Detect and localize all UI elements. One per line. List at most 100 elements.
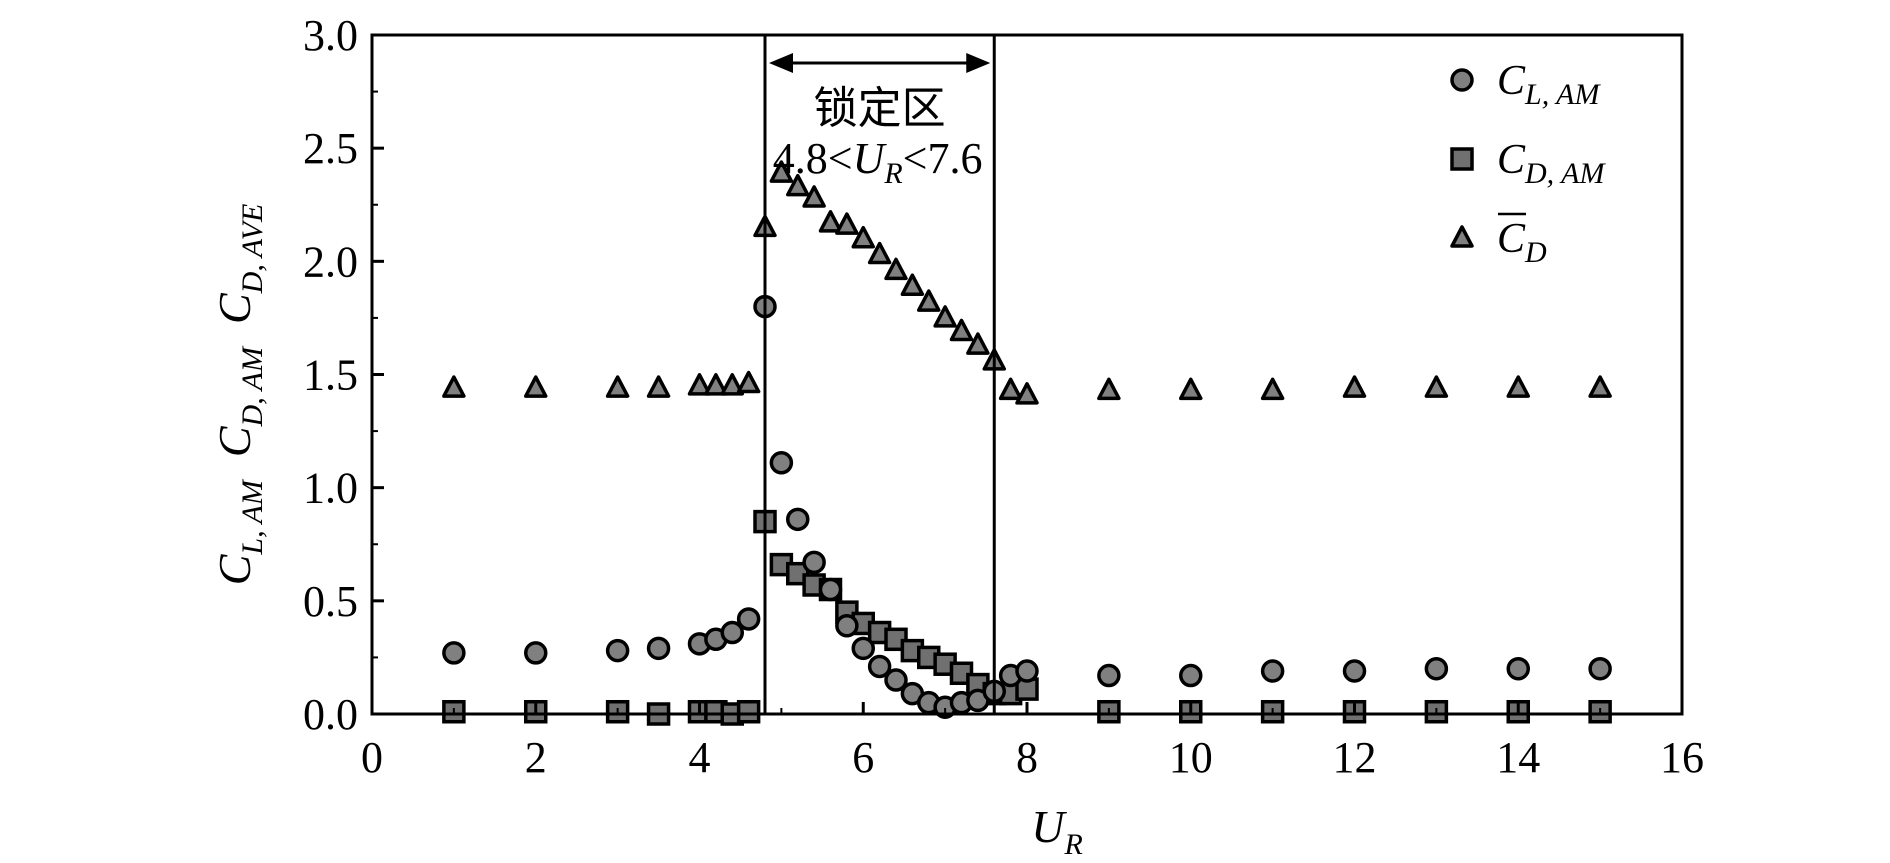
lock-in-arrow-right-head [966, 53, 991, 73]
lock-in-range-label: 4.8<UR<7.6 [773, 134, 983, 190]
data-point-triangle [867, 241, 892, 265]
y-axis-label-gap [221, 457, 272, 480]
lock-in-range-suffix: <7.6 [903, 134, 983, 183]
y-tick-label: 1.5 [303, 351, 358, 400]
legend-entry-sub: L, AM [1524, 78, 1601, 111]
x-tick-label: 12 [1333, 733, 1377, 782]
data-point-circle [769, 451, 794, 475]
legend-entry-main: C [1497, 58, 1526, 104]
lock-in-range-prefix: 4.8< [773, 134, 853, 183]
data-point-circle [851, 636, 875, 661]
y-tick-label: 3.0 [303, 11, 358, 60]
x-tick-label: 0 [361, 733, 383, 782]
data-point-triangle [786, 173, 810, 197]
x-tick-label: 10 [1169, 733, 1213, 782]
data-point-triangle [949, 318, 974, 342]
y-axis-label-main: C [209, 553, 260, 585]
plot-frame [370, 33, 1684, 716]
data-point-circle [524, 641, 548, 665]
legend-entry-label: CD, AM [1497, 137, 1606, 190]
data-point-square [736, 699, 761, 724]
data-point-circle [818, 577, 843, 602]
plot-layer [442, 160, 1612, 726]
data-point-circle [1588, 656, 1612, 681]
series-triangle [442, 160, 1612, 405]
data-point-triangle [835, 212, 859, 235]
data-point-circle [1179, 663, 1203, 688]
x-tick-label: 4 [689, 733, 711, 782]
data-point-circle [1424, 656, 1449, 681]
y-tick-label: 1.0 [303, 464, 358, 513]
data-point-circle [1506, 656, 1530, 681]
y-tick-label: 2.5 [303, 124, 358, 173]
data-point-triangle [1179, 377, 1203, 401]
data-point-triangle [524, 375, 548, 398]
y-axis-label-gap [221, 324, 272, 347]
data-point-circle [720, 620, 744, 645]
data-point-circle [442, 641, 466, 665]
data-point-triangle [704, 373, 728, 396]
y-tick-label: 0.0 [303, 690, 358, 739]
data-point-triangle [646, 375, 671, 398]
legend-marker-triangle [1450, 225, 1474, 248]
data-point-triangle [1097, 377, 1121, 401]
data-point-triangle [917, 289, 941, 312]
data-point-circle [802, 550, 826, 575]
data-point-circle [884, 668, 908, 692]
data-point-triangle [1260, 377, 1285, 401]
legend-entry-label: CD [1497, 216, 1547, 269]
data-point-triangle [998, 377, 1023, 401]
data-point-circle [1260, 659, 1285, 683]
data-point-circle [835, 613, 859, 638]
data-point-triangle [720, 373, 744, 396]
data-point-triangle [605, 375, 630, 398]
data-point-triangle [851, 225, 875, 249]
legend-entry-label: CL, AM [1497, 58, 1601, 111]
legend-entry-main: C [1497, 137, 1526, 183]
series-circle [442, 294, 1612, 719]
y-axis-label-sub: D, AM [236, 345, 269, 427]
y-axis-label-sub: D, AVE [236, 204, 269, 295]
data-point-circle [1342, 659, 1367, 683]
y-axis-label-main: C [209, 292, 260, 324]
data-point-triangle [966, 332, 990, 355]
data-point-triangle [802, 185, 826, 208]
data-point-triangle [769, 160, 794, 183]
data-point-circle [1015, 659, 1039, 683]
data-point-circle [736, 607, 761, 631]
lock-in-arrow-left-head [769, 53, 793, 73]
y-axis-label: CL, AM CD, AM CD, AVE [209, 204, 272, 586]
axes-layer: 0 2 4 6 8 10 12 14 160.00.51.01.52.02.53.0URCL, … [209, 11, 1704, 861]
data-point-circle [605, 638, 630, 663]
legend-entry-sub: D, AM [1524, 157, 1606, 190]
data-point-triangle [1342, 375, 1367, 398]
lock-in-range-var: U [853, 134, 888, 183]
x-axis-label-sub: R [1063, 828, 1082, 858]
y-tick-label: 2.0 [303, 237, 358, 286]
data-point-circle [867, 654, 892, 679]
data-point-triangle [687, 373, 712, 396]
series-square [442, 509, 1612, 726]
x-tick-label: 8 [1016, 733, 1038, 782]
lock-in-label: 锁定区 [814, 84, 946, 133]
data-point-triangle [818, 210, 843, 233]
data-point-triangle [1506, 375, 1530, 398]
x-axis-label-main: U [1031, 801, 1067, 852]
data-point-triangle [1015, 382, 1039, 405]
data-point-triangle [1424, 375, 1449, 398]
x-tick-label: 2 [525, 733, 547, 782]
data-point-circle [786, 507, 810, 532]
legend-entry-main: C [1497, 216, 1526, 262]
data-point-circle [1097, 663, 1121, 688]
x-axis-label: UR [1031, 801, 1083, 858]
data-point-triangle [736, 370, 761, 394]
legend-marker-square [1450, 147, 1474, 171]
y-axis-label-main: C [209, 425, 260, 457]
data-point-circle [646, 636, 671, 661]
lock-in-range-sub: R [883, 157, 902, 190]
legend-entry-sub: D [1524, 236, 1547, 269]
